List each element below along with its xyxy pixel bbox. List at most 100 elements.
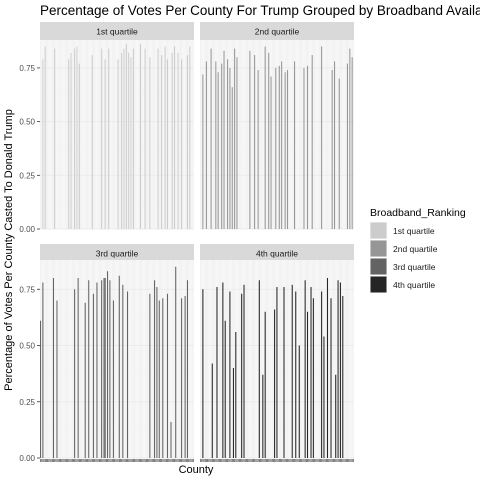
bar: [326, 278, 329, 458]
bar: [236, 57, 238, 229]
bar: [96, 282, 98, 458]
bar: [304, 280, 306, 458]
bar: [284, 72, 286, 229]
bar: [221, 63, 223, 229]
bar: [149, 293, 151, 458]
bar: [149, 57, 151, 229]
y-tick-label: 0.00: [19, 454, 35, 463]
bar: [130, 57, 132, 229]
bar: [349, 48, 351, 229]
facet-strip: [40, 22, 194, 40]
bar: [281, 61, 283, 230]
bar: [205, 61, 207, 230]
y-axis-title: Percentage of Votes Per County Casted To…: [3, 109, 15, 391]
bar: [276, 287, 278, 458]
bar: [161, 55, 163, 230]
bar: [231, 87, 233, 229]
y-tick-label: 0.50: [19, 342, 35, 351]
facet-strip: [40, 244, 194, 262]
bar: [331, 70, 333, 230]
bar: [243, 284, 245, 458]
bar: [181, 59, 183, 229]
bar: [232, 368, 234, 458]
bar: [303, 67, 305, 229]
bar: [107, 271, 109, 458]
bar: [77, 278, 79, 458]
facet-panel: 4th quartile: [200, 244, 354, 462]
facet-strip: [200, 244, 354, 262]
bar: [235, 332, 237, 458]
bar: [262, 374, 264, 458]
bar: [184, 296, 186, 458]
bar: [211, 363, 213, 458]
bar: [117, 59, 119, 229]
legend-label: 4th quartile: [393, 280, 435, 290]
bar: [132, 48, 134, 229]
bar: [338, 78, 340, 229]
bar: [91, 55, 93, 230]
bar: [42, 282, 44, 458]
bar: [268, 52, 270, 229]
bar: [227, 59, 229, 229]
bar: [249, 50, 251, 230]
legend-label: 3rd quartile: [393, 262, 436, 272]
bar: [74, 48, 76, 229]
bar: [264, 311, 266, 458]
bar: [286, 70, 289, 230]
legend: Broadband_Ranking 1st quartile 2nd quarti…: [370, 207, 466, 293]
bar: [157, 48, 159, 229]
legend-label: 2nd quartile: [393, 244, 438, 254]
bar: [291, 284, 293, 458]
legend-key: [370, 222, 387, 239]
bar: [181, 298, 183, 458]
bar: [154, 280, 156, 458]
bar: [202, 74, 204, 229]
bar: [92, 293, 94, 458]
bar: [128, 52, 130, 229]
y-tick-label: 0.75: [19, 285, 35, 294]
bar: [323, 336, 325, 458]
y-tick-label: 0.75: [19, 64, 35, 73]
legend-key: [370, 240, 387, 257]
chart-title: Percentage of Votes Per County For Trump…: [40, 3, 480, 18]
legend-key: [370, 258, 387, 275]
y-tick-label: 0.00: [19, 225, 35, 234]
bar: [283, 287, 285, 458]
legend-label: 1st quartile: [393, 226, 435, 236]
bar: [270, 76, 272, 230]
bar: [215, 61, 217, 230]
bar: [234, 48, 236, 229]
bar: [42, 59, 44, 229]
bar: [109, 280, 111, 458]
bar: [170, 422, 172, 458]
bar: [339, 282, 341, 458]
bar: [166, 293, 169, 458]
bar: [334, 61, 336, 230]
bar: [229, 291, 231, 458]
bar: [210, 48, 212, 229]
bar: [346, 63, 349, 229]
bar: [104, 278, 106, 458]
bar: [54, 48, 56, 229]
bar: [166, 59, 169, 229]
bar: [223, 50, 225, 230]
bar: [122, 284, 124, 458]
bar: [52, 278, 54, 458]
bar: [241, 293, 243, 458]
bar: [174, 46, 176, 230]
y-tick-label: 0.50: [19, 118, 35, 127]
facet-panels: 1st quartile 0.00 0.25 0.50 0.75 2nd quartile…: [19, 22, 354, 463]
bar: [112, 300, 114, 458]
bar: [121, 52, 123, 229]
bar: [84, 302, 86, 458]
bar: [186, 55, 189, 230]
bar: [311, 55, 313, 230]
facet-strip-label: 4th quartile: [256, 249, 298, 259]
bar: [108, 48, 110, 229]
facet-panel: 3rd quartile 0.00 0.25 0.50 0.75: [19, 244, 194, 463]
facet-strip-label: 2nd quartile: [255, 27, 300, 37]
bar: [295, 291, 297, 458]
bar: [224, 320, 226, 458]
bar: [337, 280, 339, 458]
